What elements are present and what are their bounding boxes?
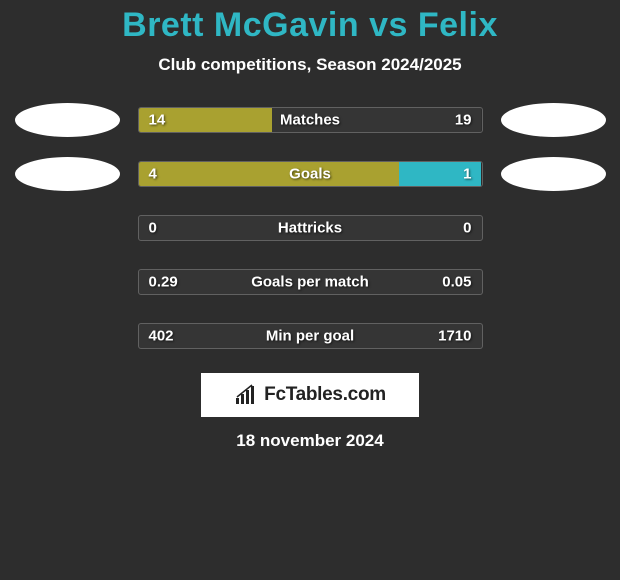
- stat-left-value: 402: [149, 328, 174, 345]
- left-oval: [15, 157, 120, 191]
- stat-label: Matches: [280, 112, 340, 129]
- stat-right-value: 0.05: [442, 274, 471, 291]
- subtitle: Club competitions, Season 2024/2025: [0, 55, 620, 75]
- stat-bar: 4 1 Goals: [138, 161, 483, 187]
- stat-label: Hattricks: [278, 220, 342, 237]
- stat-row: 4 1 Goals: [0, 157, 620, 191]
- page-title: Brett McGavin vs Felix: [0, 6, 620, 45]
- stat-row: 0.29 0.05 Goals per match: [0, 265, 620, 299]
- stat-left-value: 0: [149, 220, 157, 237]
- left-oval: [15, 103, 120, 137]
- date-text: 18 november 2024: [0, 431, 620, 451]
- stat-left-value: 0.29: [149, 274, 178, 291]
- stat-label: Min per goal: [266, 328, 354, 345]
- right-oval: [501, 157, 606, 191]
- stat-bar: 0.29 0.05 Goals per match: [138, 269, 483, 295]
- stat-label: Goals: [289, 166, 331, 183]
- fctables-logo: FcTables.com: [201, 373, 419, 417]
- logo-text: FcTables.com: [264, 384, 386, 406]
- stat-bar: 14 19 Matches: [138, 107, 483, 133]
- stat-left-value: 4: [149, 166, 157, 183]
- chart-icon: [234, 384, 260, 406]
- bar-left-segment: [139, 162, 400, 186]
- stat-left-value: 14: [149, 112, 166, 129]
- stat-bar: 0 0 Hattricks: [138, 215, 483, 241]
- stat-label: Goals per match: [251, 274, 369, 291]
- stat-right-value: 0: [463, 220, 471, 237]
- stat-row: 14 19 Matches: [0, 103, 620, 137]
- vs-text: vs: [369, 6, 408, 44]
- stat-right-value: 1710: [438, 328, 471, 345]
- stats-area: 14 19 Matches 4 1 Goals 0 0 Hattricks 0.29 0.05 Goa…: [0, 103, 620, 353]
- stat-row: 0 0 Hattricks: [0, 211, 620, 245]
- player1-name: Brett McGavin: [122, 6, 359, 44]
- stat-bar: 402 1710 Min per goal: [138, 323, 483, 349]
- right-oval: [501, 103, 606, 137]
- player2-name: Felix: [418, 6, 498, 44]
- stat-right-value: 19: [455, 112, 472, 129]
- comparison-infographic: Brett McGavin vs Felix Club competitions…: [0, 0, 620, 451]
- stat-right-value: 1: [463, 166, 471, 183]
- stat-row: 402 1710 Min per goal: [0, 319, 620, 353]
